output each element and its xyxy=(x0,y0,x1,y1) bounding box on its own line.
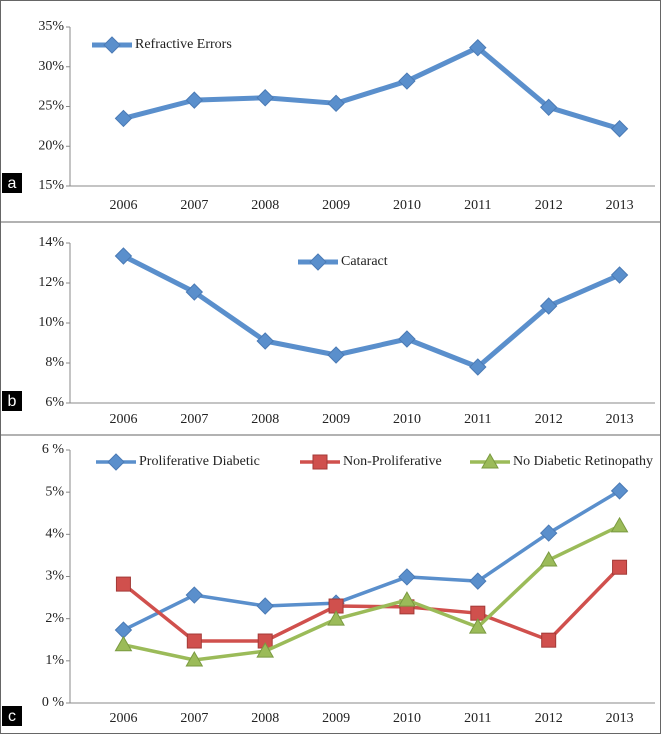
x-tick-label: 2007 xyxy=(180,198,208,213)
y-tick-label: 15% xyxy=(38,178,64,193)
x-tick-label: 2012 xyxy=(535,711,563,726)
data-point xyxy=(115,576,131,592)
x-tick-label: 2010 xyxy=(393,198,421,213)
y-tick-label: 35% xyxy=(38,19,64,34)
data-point xyxy=(256,332,274,350)
series-line xyxy=(122,489,621,632)
data-point xyxy=(185,650,204,667)
y-tick-label: 1% xyxy=(45,653,64,668)
y-tick-label: 8% xyxy=(45,355,64,370)
panel-letter-box xyxy=(2,706,22,726)
data-point xyxy=(398,591,416,607)
legend-marker xyxy=(312,454,328,470)
x-tick-label: 2013 xyxy=(606,412,634,427)
x-tick-label: 2006 xyxy=(109,711,137,726)
data-point xyxy=(185,283,204,301)
y-tick-label: 10% xyxy=(38,315,64,330)
data-point xyxy=(469,38,487,57)
x-tick-label: 2008 xyxy=(251,711,279,726)
series-line xyxy=(123,524,621,662)
x-tick-label: 2012 xyxy=(535,412,563,427)
y-tick-label: 2% xyxy=(45,611,64,626)
series-line xyxy=(122,45,621,132)
x-tick-label: 2013 xyxy=(606,198,634,213)
x-tick-label: 2006 xyxy=(109,412,137,427)
data-point xyxy=(256,597,274,615)
panel-letter: b xyxy=(8,393,17,410)
data-point xyxy=(256,89,274,107)
data-point xyxy=(186,633,202,649)
y-tick-label: 5% xyxy=(45,484,64,499)
legend-label: Proliferative Diabetic xyxy=(139,454,260,469)
data-point xyxy=(114,635,133,652)
y-tick-label: 20% xyxy=(38,138,64,153)
data-point xyxy=(185,91,204,109)
data-point xyxy=(470,605,486,621)
legend-label: No Diabetic Retinopathy xyxy=(513,454,653,469)
series-line xyxy=(122,566,621,643)
data-point xyxy=(541,632,557,648)
x-tick-label: 2006 xyxy=(109,198,137,213)
data-point xyxy=(185,586,204,604)
data-point xyxy=(327,346,345,364)
x-tick-label: 2007 xyxy=(180,412,208,427)
panel-letter-box xyxy=(2,391,22,411)
legend-marker xyxy=(103,36,121,54)
data-point xyxy=(469,358,487,376)
data-point xyxy=(539,551,558,567)
data-point xyxy=(469,572,487,590)
x-tick-label: 2008 xyxy=(251,412,279,427)
x-tick-label: 2008 xyxy=(251,198,279,213)
data-point xyxy=(610,120,629,138)
y-tick-label: 12% xyxy=(38,275,64,290)
data-point xyxy=(539,98,558,117)
data-point xyxy=(539,524,558,542)
data-point xyxy=(327,94,345,113)
panel-letter-box xyxy=(2,173,22,193)
data-point xyxy=(398,330,416,348)
x-tick-label: 2010 xyxy=(393,711,421,726)
x-tick-label: 2010 xyxy=(393,412,421,427)
y-tick-label: 0 % xyxy=(42,695,65,710)
data-point xyxy=(610,266,629,284)
data-point xyxy=(610,516,629,533)
y-tick-label: 3% xyxy=(45,569,64,584)
x-tick-label: 2007 xyxy=(180,711,208,726)
y-tick-label: 4% xyxy=(45,527,64,542)
legend-marker xyxy=(309,253,327,271)
data-point xyxy=(468,618,487,634)
data-point xyxy=(398,72,416,90)
y-tick-label: 6% xyxy=(45,395,64,410)
y-tick-label: 14% xyxy=(38,235,64,250)
data-point xyxy=(612,559,628,575)
x-tick-label: 2011 xyxy=(464,198,491,213)
data-point xyxy=(114,247,133,265)
y-tick-label: 25% xyxy=(38,99,64,114)
data-point xyxy=(114,109,133,128)
legend-label: Cataract xyxy=(341,254,388,269)
y-tick-label: 30% xyxy=(38,59,64,74)
data-point xyxy=(327,610,345,626)
x-tick-label: 2009 xyxy=(322,711,350,726)
x-tick-label: 2009 xyxy=(322,198,350,213)
legend-marker xyxy=(107,453,125,471)
legend-label: Refractive Errors xyxy=(135,37,232,52)
x-tick-label: 2011 xyxy=(464,412,491,427)
x-tick-label: 2013 xyxy=(606,711,634,726)
panel-letter: a xyxy=(8,175,17,192)
data-point xyxy=(398,568,416,586)
x-tick-label: 2009 xyxy=(322,412,350,427)
y-tick-label: 6 % xyxy=(42,442,65,457)
data-point xyxy=(256,642,275,658)
data-point xyxy=(539,297,558,315)
panel-letter: c xyxy=(8,708,16,725)
series-line xyxy=(122,253,621,370)
legend-marker xyxy=(481,452,499,469)
legend-label: Non-Proliferative xyxy=(343,454,442,469)
x-tick-label: 2012 xyxy=(535,198,563,213)
x-tick-label: 2011 xyxy=(464,711,491,726)
data-point xyxy=(610,482,629,500)
